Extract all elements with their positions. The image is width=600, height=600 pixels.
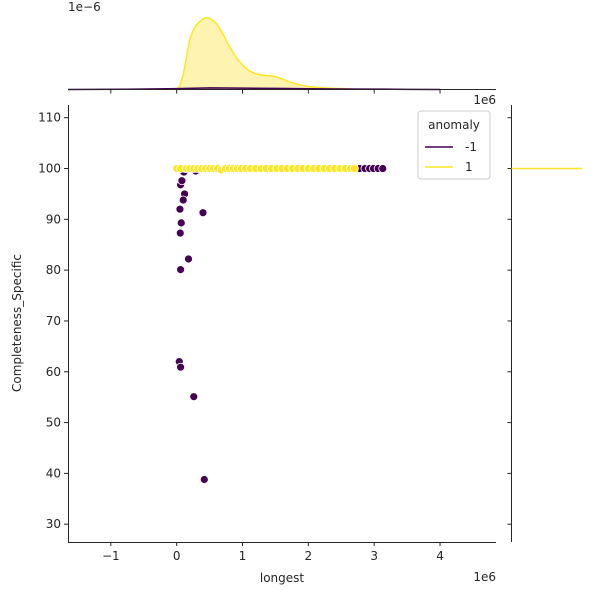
scatter-point-anomaly-neg bbox=[178, 195, 188, 205]
scatter-point-anomaly-neg bbox=[175, 228, 185, 238]
top-offset-label: 1e−6 bbox=[68, 0, 101, 14]
x-tick-label: 2 bbox=[305, 549, 313, 563]
y-tick-label: 30 bbox=[46, 517, 61, 531]
x-offset-label-top: 1e6 bbox=[473, 93, 496, 107]
x-tick-label: 4 bbox=[436, 549, 444, 563]
scatter-point-anomaly-pos bbox=[350, 164, 359, 173]
scatter-point-anomaly-neg bbox=[175, 204, 185, 214]
top-marginal-kde: 1e−6 bbox=[67, 0, 496, 94]
legend-title: anomaly bbox=[428, 118, 480, 132]
x-axis-label: longest bbox=[260, 571, 305, 585]
scatter-point-anomaly-neg bbox=[176, 218, 186, 228]
x-tick-label: 1 bbox=[239, 549, 247, 563]
y-tick-label: 50 bbox=[46, 416, 61, 430]
y-tick-label: 90 bbox=[46, 212, 61, 226]
scatter-point-anomaly-neg bbox=[176, 265, 185, 275]
scatter-point-anomaly-neg bbox=[378, 164, 388, 173]
y-tick-label: 60 bbox=[46, 365, 61, 379]
y-tick-label: 100 bbox=[38, 162, 61, 176]
y-tick-label: 80 bbox=[46, 263, 61, 277]
scatter-point-anomaly-neg bbox=[176, 362, 185, 372]
right-marginal-ticks bbox=[507, 117, 512, 525]
scatter-point-anomaly-neg bbox=[177, 176, 187, 186]
x-tick-label: −1 bbox=[102, 549, 120, 563]
y-tick-label: 70 bbox=[46, 314, 61, 328]
kde-fill-anomaly-pos bbox=[176, 17, 355, 90]
kde-line-anomaly-pos bbox=[176, 16, 355, 91]
scatter-point-anomaly-neg bbox=[198, 208, 208, 218]
top-marginal-ticks bbox=[110, 89, 441, 94]
scatter-point-anomaly-neg bbox=[199, 475, 209, 484]
main-axes: −1 0 1 2 3 4 30 40 50 60 70 80 90 100 110 longest Com… bbox=[10, 93, 496, 585]
x-tick-label: 0 bbox=[173, 549, 181, 563]
right-marginal-kde bbox=[507, 105, 582, 542]
x-tick-label: 3 bbox=[370, 549, 378, 563]
scatter-point-anomaly-neg bbox=[184, 254, 193, 264]
y-axis-label: Completeness_Specific bbox=[10, 254, 24, 392]
x-offset-label-bottom: 1e6 bbox=[473, 570, 496, 584]
scatter-point-anomaly-neg bbox=[189, 392, 199, 402]
y-tick-label: 110 bbox=[38, 111, 61, 125]
legend-label-pos: 1 bbox=[465, 160, 473, 174]
legend-frame bbox=[417, 110, 491, 180]
y-axis-ticks: 30 40 50 60 70 80 90 100 110 bbox=[38, 111, 68, 531]
legend: anomaly -1 1 bbox=[417, 110, 491, 180]
x-axis-ticks: −1 0 1 2 3 4 bbox=[102, 542, 444, 563]
y-tick-label: 40 bbox=[46, 466, 61, 480]
legend-label-neg: -1 bbox=[465, 140, 477, 154]
